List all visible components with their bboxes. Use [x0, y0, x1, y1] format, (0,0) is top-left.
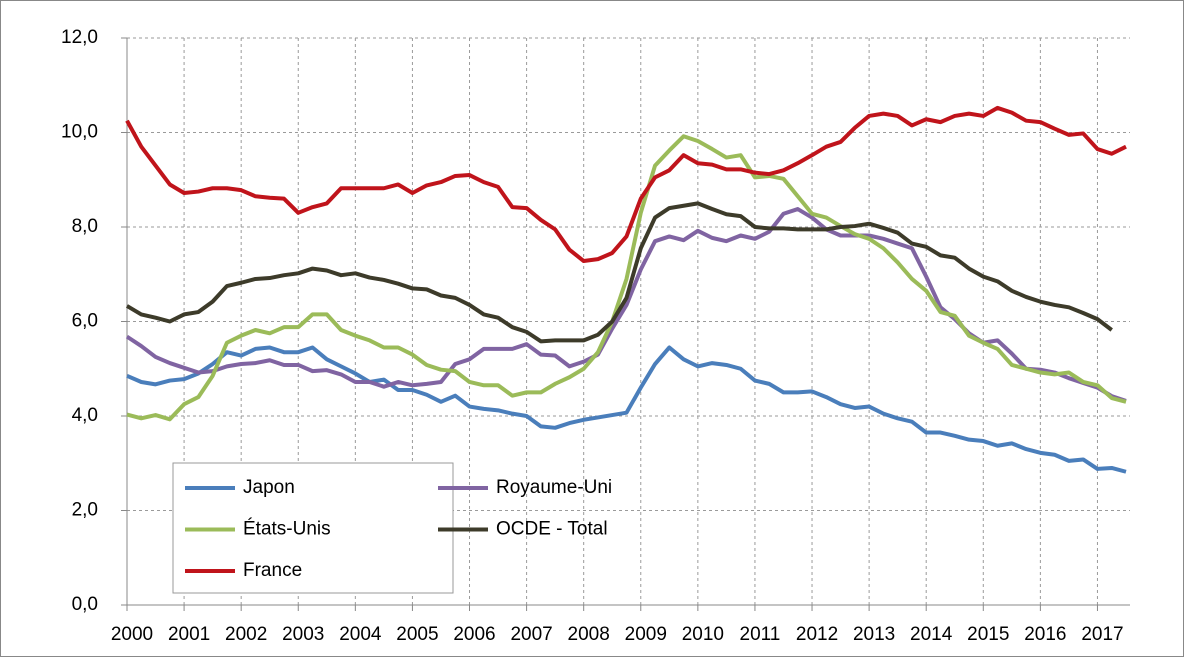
x-tick-label: 2005	[396, 624, 438, 645]
y-tick-label: 2,0	[72, 500, 98, 521]
x-tick-label: 2014	[910, 624, 953, 645]
x-tick-label: 2011	[740, 624, 781, 645]
line-series	[125, 105, 1127, 264]
y-tick-label: 10,0	[61, 122, 98, 143]
x-tick-label: 2008	[568, 624, 610, 645]
legend-label: OCDE - Total	[496, 519, 608, 540]
line-series	[126, 134, 1127, 422]
x-tick-label: 2002	[225, 624, 267, 645]
y-tick-label: 6,0	[72, 311, 98, 332]
legend-label: Royaume-Uni	[496, 477, 612, 498]
x-tick-label: 2009	[625, 624, 667, 645]
legend-label: Japon	[243, 477, 295, 498]
x-tick-label: 2013	[853, 624, 895, 645]
x-tick-label: 2016	[1024, 624, 1066, 645]
x-tick-label: 2000	[111, 624, 153, 645]
y-tick-label: 12,0	[61, 27, 98, 48]
x-tick-label: 2004	[339, 624, 382, 645]
x-tick-label: 2012	[796, 624, 838, 645]
x-tick-label: 2001	[168, 624, 210, 645]
legend-label: France	[243, 560, 302, 581]
legend-label: États-Unis	[243, 519, 331, 540]
y-tick-label: 8,0	[72, 216, 98, 237]
x-tick-label: 2010	[682, 624, 724, 645]
x-tick-label: 2015	[967, 624, 1009, 645]
x-tick-label: 2007	[510, 624, 552, 645]
line-series	[125, 201, 1113, 344]
y-tick-label: 0,0	[72, 594, 98, 615]
x-tick-label: 2006	[453, 624, 495, 645]
y-tick-label: 4,0	[72, 405, 98, 426]
line-series	[126, 345, 1127, 474]
x-tick-label: 2003	[282, 624, 324, 645]
x-tick-label: 2017	[1081, 624, 1123, 645]
